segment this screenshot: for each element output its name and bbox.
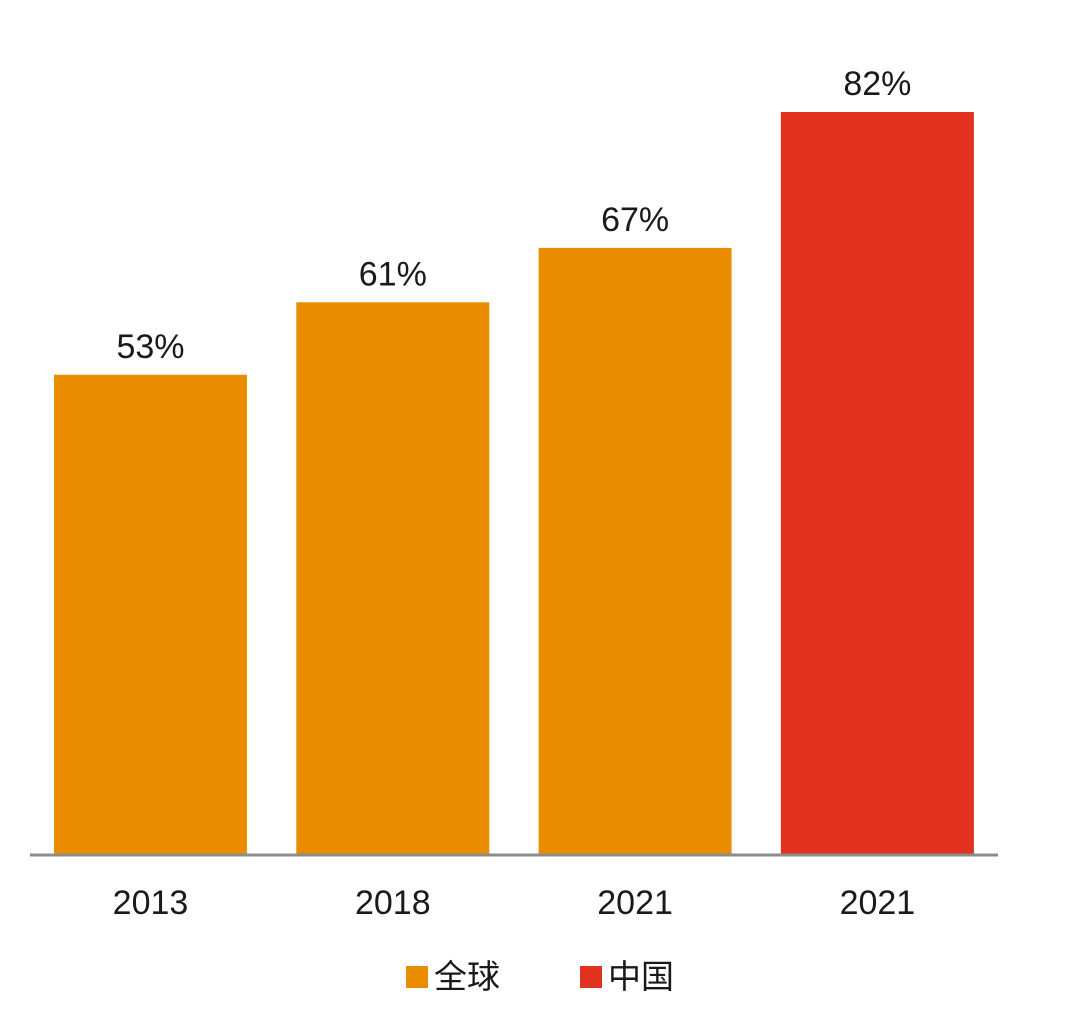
value-label: 82% bbox=[843, 65, 911, 103]
x-tick-label: 2021 bbox=[597, 884, 673, 922]
bars-group bbox=[54, 112, 974, 856]
value-label: 53% bbox=[116, 328, 184, 366]
value-labels-group: 53% 61% 67% 82% bbox=[116, 65, 911, 366]
legend-swatch bbox=[580, 966, 602, 988]
legend-swatch bbox=[406, 966, 428, 988]
legend-item: 全球 bbox=[406, 952, 500, 1002]
bar-2021-4 bbox=[780, 112, 974, 855]
x-tick-label: 2021 bbox=[840, 884, 916, 922]
x-tick-label: 2013 bbox=[113, 884, 189, 922]
legend-label: 全球 bbox=[434, 957, 500, 996]
value-label: 61% bbox=[359, 255, 427, 293]
bar-2021-3 bbox=[538, 247, 732, 856]
legend: 全球 中国 bbox=[0, 952, 1080, 1002]
bar-2013-1 bbox=[54, 374, 247, 855]
legend-item: 中国 bbox=[580, 952, 674, 1002]
x-tick-labels: 2013 2018 2021 2021 bbox=[113, 884, 916, 922]
legend-label: 中国 bbox=[608, 957, 674, 996]
bar-2018-2 bbox=[296, 302, 490, 855]
value-label: 67% bbox=[601, 201, 669, 239]
x-tick-label: 2018 bbox=[355, 884, 431, 922]
